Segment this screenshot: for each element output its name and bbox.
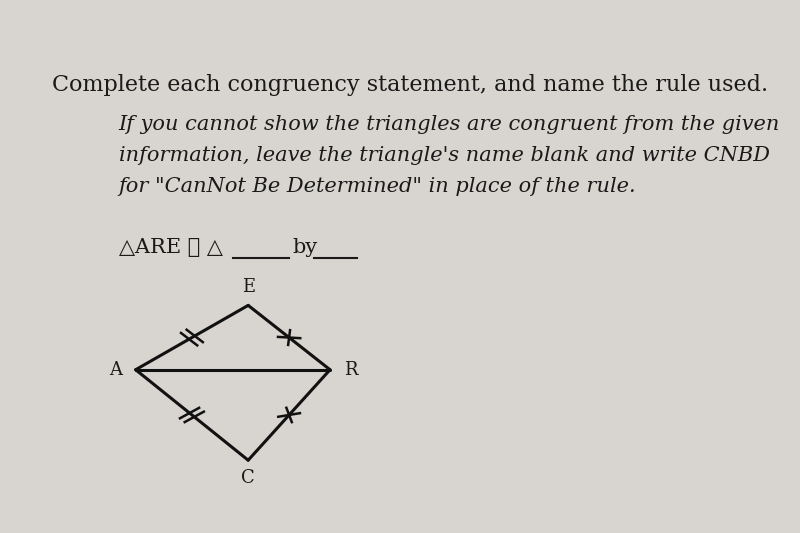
Text: E: E xyxy=(242,278,254,296)
Text: R: R xyxy=(344,361,357,379)
Text: information, leave the triangle's name blank and write CNBD: information, leave the triangle's name b… xyxy=(118,146,770,165)
Text: △ARE ≅ △: △ARE ≅ △ xyxy=(118,238,222,257)
Text: A: A xyxy=(109,361,122,379)
Text: C: C xyxy=(242,469,255,487)
Text: Complete each congruency statement, and name the rule used.: Complete each congruency statement, and … xyxy=(52,74,768,96)
Text: If you cannot show the triangles are congruent from the given: If you cannot show the triangles are con… xyxy=(118,115,780,134)
Text: for "CanNot Be Determined" in place of the rule.: for "CanNot Be Determined" in place of t… xyxy=(118,177,636,196)
Text: by: by xyxy=(292,238,318,257)
